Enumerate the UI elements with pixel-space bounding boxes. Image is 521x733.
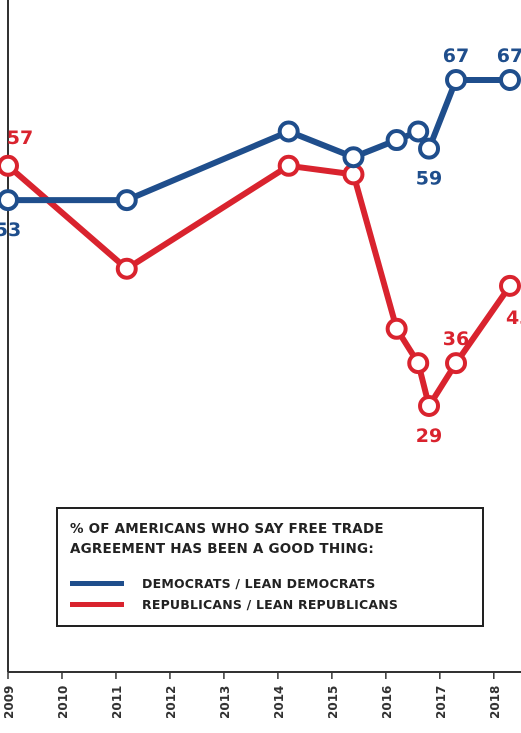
data-point — [499, 69, 521, 91]
data-label: 67 — [497, 45, 521, 67]
x-tick-label: 2017 — [434, 686, 448, 719]
data-point — [115, 189, 138, 212]
data-point — [407, 352, 430, 375]
data-label: 53 — [0, 219, 21, 241]
series-republicans — [0, 154, 521, 417]
data-point — [445, 69, 468, 91]
data-labels: 53 59 67 67 57 29 36 43 — [0, 45, 521, 447]
x-tick-label: 2012 — [164, 686, 178, 719]
series-layer — [0, 69, 521, 417]
data-point — [385, 129, 408, 152]
x-tick-label: 2013 — [218, 686, 232, 719]
data-point — [445, 352, 468, 375]
x-tick-label: 2009 — [2, 686, 16, 719]
series-democrats — [0, 69, 521, 212]
plot-frame — [7, 0, 521, 673]
data-label: 43 — [506, 307, 521, 329]
legend-label-democrats: DEMOCRATS / LEAN DEMOCRATS — [142, 576, 376, 591]
data-point — [115, 257, 138, 280]
data-point — [418, 137, 441, 160]
data-label: 59 — [416, 168, 442, 190]
x-tick-label: 2010 — [56, 686, 70, 719]
legend-swatch-republicans — [70, 602, 124, 607]
data-point — [342, 146, 365, 169]
data-label: 67 — [443, 45, 469, 67]
x-tick-label: 2011 — [110, 686, 124, 719]
data-point — [385, 317, 408, 340]
data-point — [418, 395, 441, 417]
data-label: 36 — [443, 328, 469, 350]
legend-label-republicans: REPUBLICANS / LEAN REPUBLICANS — [142, 597, 399, 612]
legend-title: % OF AMERICANS WHO SAY FREE TRADE AGREEM… — [70, 521, 384, 557]
x-tick-label: 2014 — [272, 686, 286, 719]
data-label: 57 — [7, 127, 33, 149]
data-point — [277, 120, 300, 143]
legend-swatch-democrats — [70, 581, 124, 586]
x-tick-label: 2015 — [326, 686, 340, 719]
data-point — [0, 154, 19, 177]
data-point — [499, 274, 521, 297]
data-point — [407, 120, 430, 143]
data-point — [277, 154, 300, 177]
legend: % OF AMERICANS WHO SAY FREE TRADE AGREEM… — [56, 507, 484, 627]
x-tick-label: 2018 — [488, 686, 502, 719]
x-tick-label: 2016 — [380, 686, 394, 719]
data-label: 29 — [416, 425, 442, 447]
x-axis: 2009 2010 2011 2012 2013 2014 2015 2016 2017 2018 — [2, 672, 502, 719]
data-point — [0, 189, 19, 212]
